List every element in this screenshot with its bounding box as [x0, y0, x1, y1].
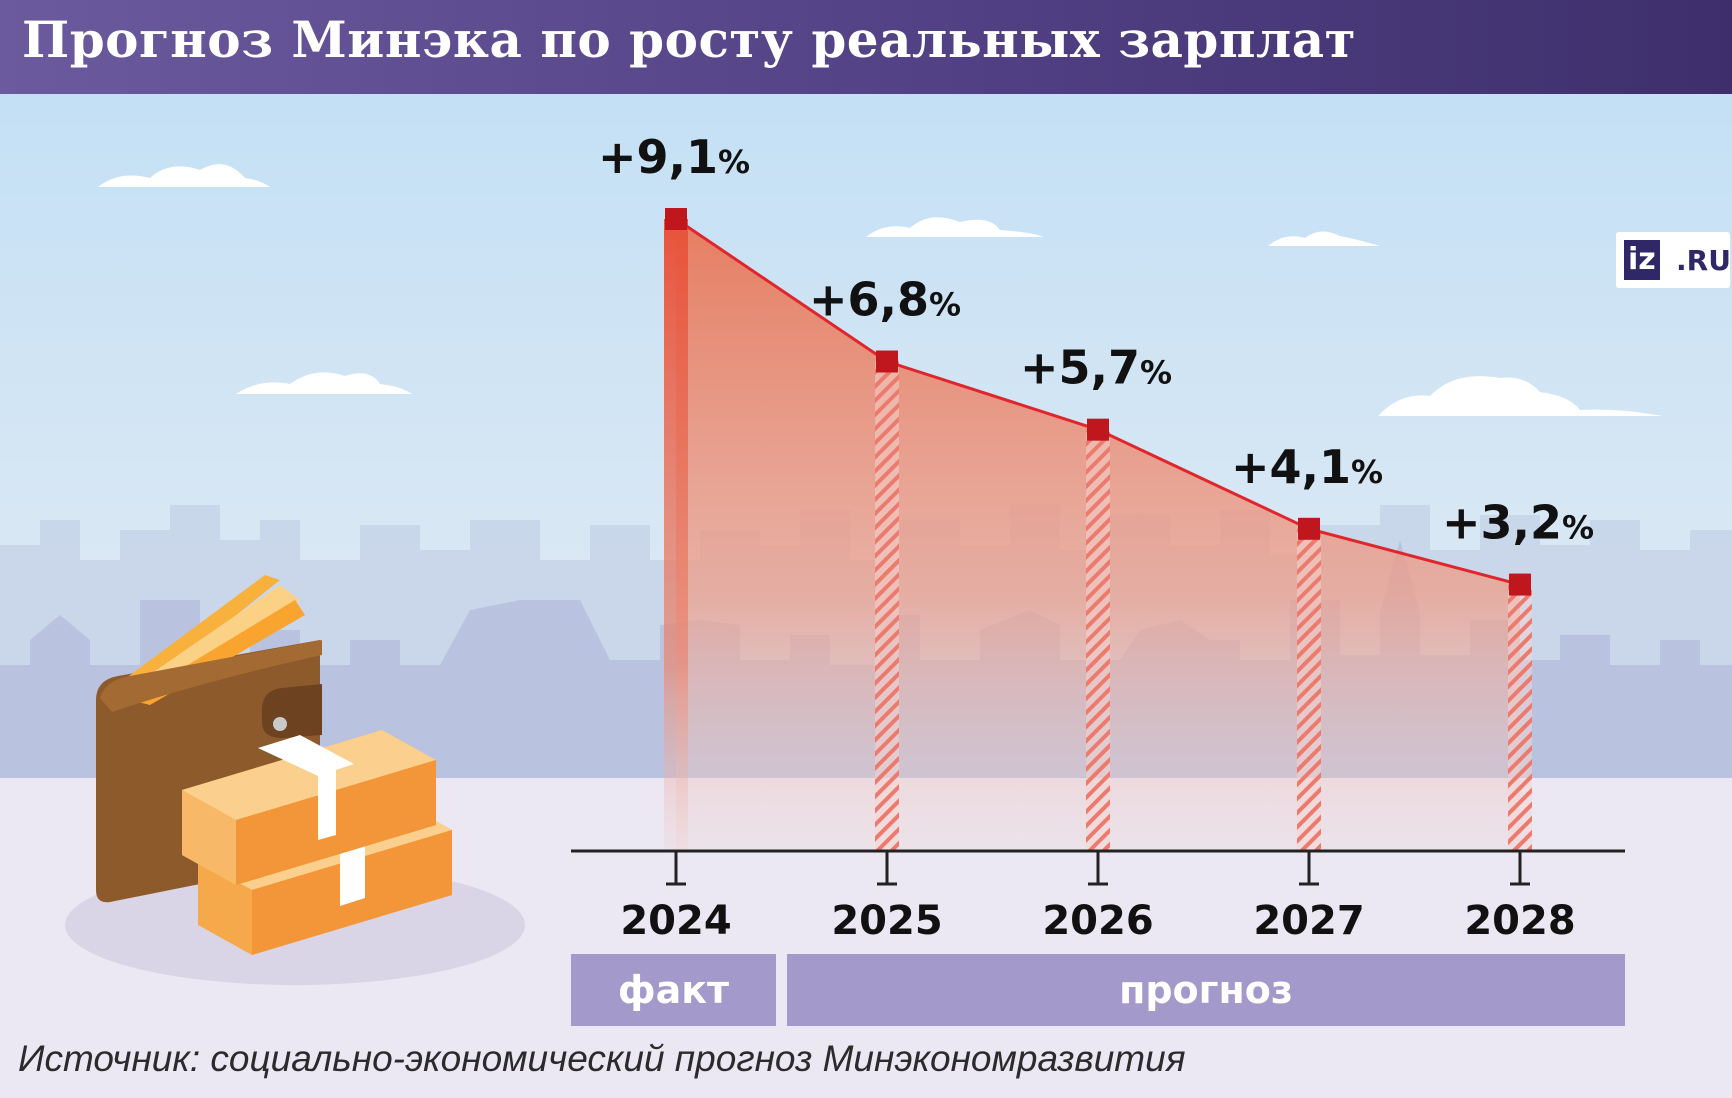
- logo-iz: iz: [1624, 240, 1660, 280]
- source-note: Источник: социально-экономический прогно…: [18, 1038, 1186, 1079]
- iz-ru-logo: iz .RU: [1616, 232, 1731, 288]
- header-bar: Прогноз Минэка по росту реальных зарплат: [0, 0, 1732, 94]
- x-tick-label-2027: 2027: [1253, 898, 1364, 944]
- bar-2026: [1086, 429, 1110, 851]
- forecast-label: прогноз: [1119, 968, 1293, 1012]
- value-label-2024: +9,1%: [598, 130, 750, 184]
- marker-2027: [1298, 517, 1320, 540]
- bar-2027: [1297, 528, 1321, 851]
- bar-2025: [875, 361, 899, 851]
- x-tick-label-2024: 2024: [620, 898, 731, 944]
- bar-2028: [1508, 584, 1532, 851]
- value-label-2028: +3,2%: [1442, 496, 1594, 550]
- forecast-band: прогноз: [787, 954, 1625, 1026]
- wallet-illustration: [65, 575, 525, 985]
- bar-2024: [664, 219, 688, 851]
- fact-label: факт: [617, 968, 730, 1012]
- value-label-2025: +6,8%: [809, 273, 961, 327]
- clouds: [98, 164, 1662, 416]
- page-title: Прогноз Минэка по росту реальных зарплат: [22, 10, 1357, 69]
- marker-2026: [1087, 418, 1109, 441]
- fact-band: факт: [571, 954, 776, 1026]
- value-label-2026: +5,7%: [1020, 341, 1172, 395]
- marker-2025: [876, 350, 898, 373]
- x-tick-label-2025: 2025: [831, 898, 942, 944]
- line-area-chart: +9,1% +6,8% +5,7% +4,1% +3,2% 2024 2025 2026 20…: [571, 130, 1625, 944]
- value-label-2027: +4,1%: [1231, 440, 1383, 494]
- marker-2028: [1509, 573, 1531, 596]
- x-tick-label-2028: 2028: [1464, 898, 1575, 944]
- logo-ru: .RU: [1676, 244, 1731, 277]
- x-tick-label-2026: 2026: [1042, 898, 1153, 944]
- marker-2024: [665, 208, 687, 230]
